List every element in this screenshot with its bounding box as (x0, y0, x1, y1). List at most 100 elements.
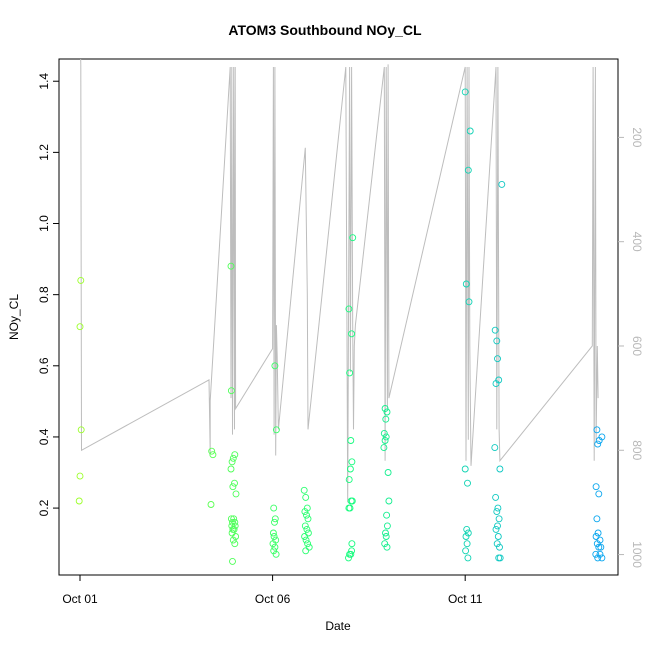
y-tick-label: 0.6 (37, 357, 51, 374)
data-point (346, 465, 354, 473)
right-tick-label: 600 (630, 336, 644, 356)
data-point (464, 479, 471, 487)
data-point (303, 511, 310, 519)
data-point (380, 429, 388, 437)
altitude-line (80, 59, 599, 503)
data-point (382, 529, 389, 537)
data-point (381, 405, 389, 412)
data-point (347, 437, 355, 444)
data-point (594, 554, 602, 562)
y-tick-label: 1.2 (37, 144, 51, 161)
data-point (464, 554, 472, 562)
y-tick-label: 1.4 (37, 73, 51, 90)
data-point (461, 88, 469, 96)
x-tick-label: Oct 11 (448, 592, 483, 606)
data-point (270, 547, 278, 555)
data-point (231, 479, 238, 487)
data-point (345, 305, 353, 313)
y-tick-label: 0.8 (37, 286, 51, 303)
data-point (496, 465, 504, 473)
data-point (345, 554, 352, 562)
right-axis: 200 400 600 800 1000 (618, 127, 644, 568)
x-axis-label: Date (325, 619, 351, 633)
data-point (271, 518, 278, 526)
data-point (348, 458, 356, 466)
data-point (383, 543, 391, 551)
data-point (229, 483, 237, 491)
altitude-line-layer (80, 59, 599, 503)
data-point (229, 454, 237, 462)
data-point (208, 447, 216, 455)
data-point (592, 483, 600, 491)
x-tick-label: Oct 06 (255, 592, 291, 606)
data-point (272, 426, 280, 434)
data-point (598, 554, 606, 562)
data-point (270, 504, 278, 512)
data-point (77, 426, 85, 434)
data-point (598, 433, 606, 441)
y-tick-label: 0.2 (37, 499, 51, 516)
data-point (271, 362, 279, 370)
plot-frame (58, 58, 619, 576)
data-point (346, 504, 354, 512)
data-point (301, 508, 309, 516)
data-point (271, 515, 279, 523)
data-point (382, 533, 390, 540)
data-point (77, 276, 85, 284)
data-point (493, 508, 501, 516)
data-point (498, 180, 506, 188)
data-point (380, 444, 388, 452)
data-point (492, 525, 500, 533)
data-point (207, 501, 215, 508)
data-point (593, 515, 601, 523)
data-point (305, 543, 313, 551)
data-point (209, 451, 217, 459)
data-point (271, 543, 279, 551)
y-tick-label: 0.4 (37, 428, 51, 445)
data-point (301, 533, 309, 540)
data-point (462, 547, 470, 555)
data-point (75, 497, 83, 505)
chart-title: ATOM3 Southbound NOy_CL (228, 22, 422, 38)
x-tick-label: Oct 01 (62, 592, 98, 606)
data-point (231, 522, 239, 530)
data-point (229, 536, 237, 544)
data-point (492, 493, 500, 501)
data-point (385, 497, 393, 505)
data-point (594, 440, 602, 448)
data-point (493, 540, 501, 548)
data-point (231, 451, 239, 459)
data-point (461, 465, 469, 473)
y-axis-label: NOy_CL (7, 294, 21, 340)
data-point (231, 540, 239, 548)
data-point (495, 515, 503, 523)
data-point (592, 533, 600, 540)
data-point (349, 234, 357, 242)
data-point (494, 522, 501, 530)
data-point (595, 543, 603, 551)
data-point (462, 533, 470, 540)
data-point (232, 533, 240, 540)
data-point (496, 554, 504, 562)
data-point (384, 469, 392, 476)
data-point (493, 337, 501, 345)
data-point (272, 550, 280, 558)
data-point (303, 504, 311, 512)
data-point (227, 465, 235, 473)
data-point (76, 472, 84, 480)
data-point (466, 127, 474, 135)
data-point (304, 515, 312, 523)
points-layer (75, 88, 606, 565)
data-point (496, 543, 503, 551)
data-point (596, 550, 604, 558)
data-point (595, 490, 603, 498)
data-point (230, 525, 238, 533)
data-point (381, 437, 389, 444)
data-point (269, 540, 277, 548)
data-point (463, 525, 471, 533)
data-point (464, 529, 472, 537)
data-point (345, 476, 353, 484)
x-axis: Oct 01 Oct 06 Oct 11 (62, 575, 483, 606)
data-point (228, 529, 236, 537)
data-point (347, 550, 355, 558)
